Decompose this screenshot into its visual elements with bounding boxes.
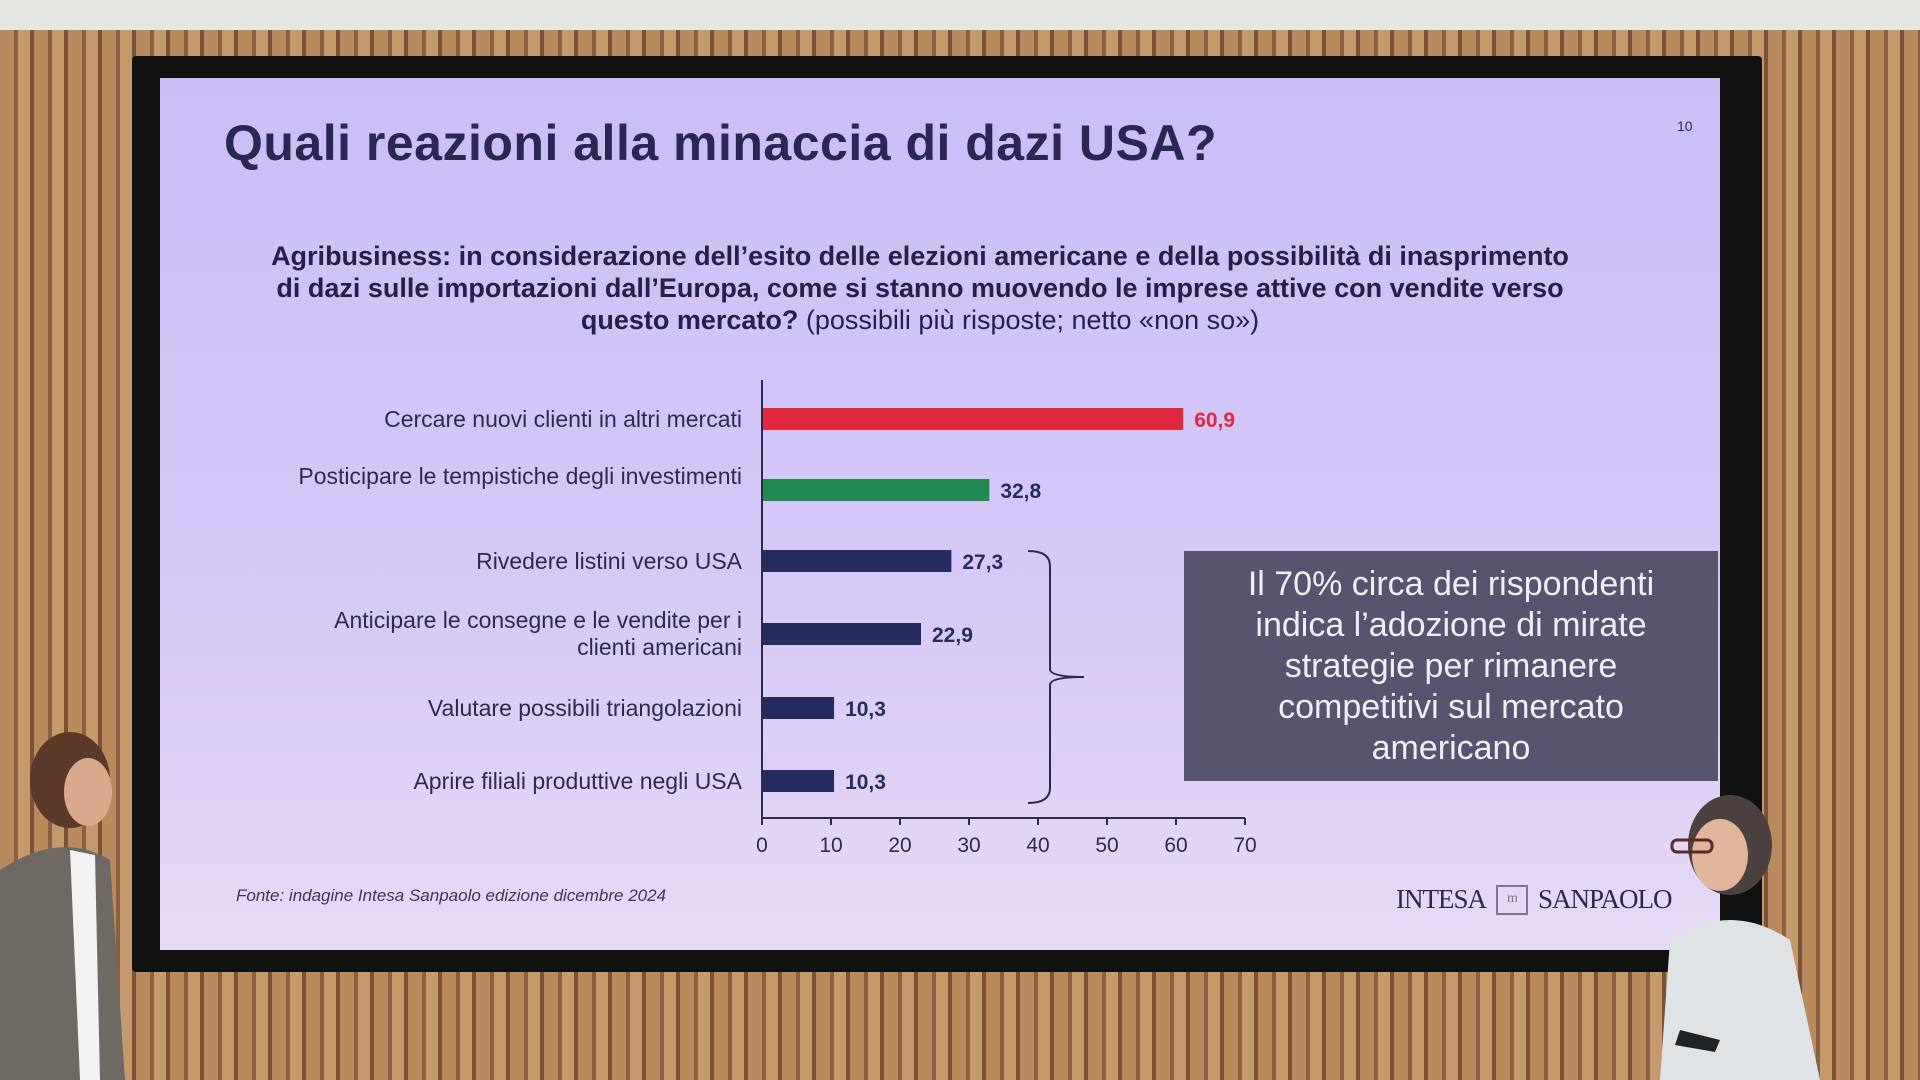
- category-label: Aprire filiali produttive negli USA: [413, 767, 742, 794]
- bar: [763, 479, 990, 501]
- callout-text: Il 70% circa dei rispondenti indica l’ad…: [1247, 564, 1655, 767]
- category-label: Posticipare le tempistiche degli investi…: [298, 463, 742, 489]
- bar: [763, 770, 835, 792]
- bar: [763, 623, 922, 645]
- bar: [763, 550, 952, 572]
- x-tick-label: 20: [888, 834, 911, 857]
- x-tick-label: 40: [1026, 834, 1049, 857]
- presentation-slide: Quali reazioni alla minaccia di dazi USA…: [160, 78, 1720, 950]
- slide-subtitle: Agribusiness: in considerazione dell’esi…: [260, 240, 1580, 336]
- bar-value-label: 10,3: [845, 771, 886, 794]
- bar-value-label: 32,8: [1000, 480, 1041, 503]
- callout-box: Il 70% circa dei rispondenti indica l’ad…: [1184, 551, 1718, 781]
- x-tick-label: 10: [819, 834, 842, 857]
- page-number: 10: [1677, 118, 1693, 134]
- x-tick-label: 0: [756, 834, 768, 857]
- presenter-left: [0, 732, 125, 1080]
- logo-text-left: INTESA: [1396, 884, 1487, 914]
- logo-text-right: SANPAOLO: [1538, 884, 1673, 914]
- bar-value-label: 60,9: [1194, 409, 1235, 432]
- subtitle-note: (possibili più risposte; netto «non so»): [805, 305, 1260, 335]
- slide-title: Quali reazioni alla minaccia di dazi USA…: [224, 115, 1218, 171]
- x-tick-label: 50: [1095, 834, 1118, 857]
- source-note: Fonte: indagine Intesa Sanpaolo edizione…: [236, 886, 667, 905]
- subtitle-question: Agribusiness: in considerazione dell’esi…: [271, 241, 1569, 335]
- ceiling: [0, 0, 1920, 30]
- x-tick-label: 70: [1233, 834, 1256, 857]
- category-label: Valutare possibili triangolazioni: [427, 694, 742, 721]
- bar-value-label: 22,9: [932, 624, 973, 647]
- category-label: Anticipare le consegne e le vendite per …: [334, 607, 742, 660]
- logo-mark-icon: m: [1496, 884, 1528, 915]
- presenter-right: [1660, 795, 1820, 1080]
- bar-chart: 0 10 20 30 40 50 60 70 60,9 32,8 27,3 22,9 10,3 10,3: [756, 380, 1257, 857]
- bar-value-label: 10,3: [845, 698, 886, 721]
- bar: [763, 697, 835, 719]
- intesa-sanpaolo-logo: INTESA m SANPAOLO: [1396, 884, 1673, 915]
- category-label: Rivedere listini verso USA: [476, 547, 742, 574]
- category-label: Cercare nuovi clienti in altri mercati: [384, 405, 742, 432]
- bar-value-label: 27,3: [962, 551, 1003, 574]
- bar: [763, 408, 1184, 430]
- group-bracket: [1027, 550, 1085, 804]
- x-tick-label: 30: [957, 834, 980, 857]
- x-tick-label: 60: [1164, 834, 1187, 857]
